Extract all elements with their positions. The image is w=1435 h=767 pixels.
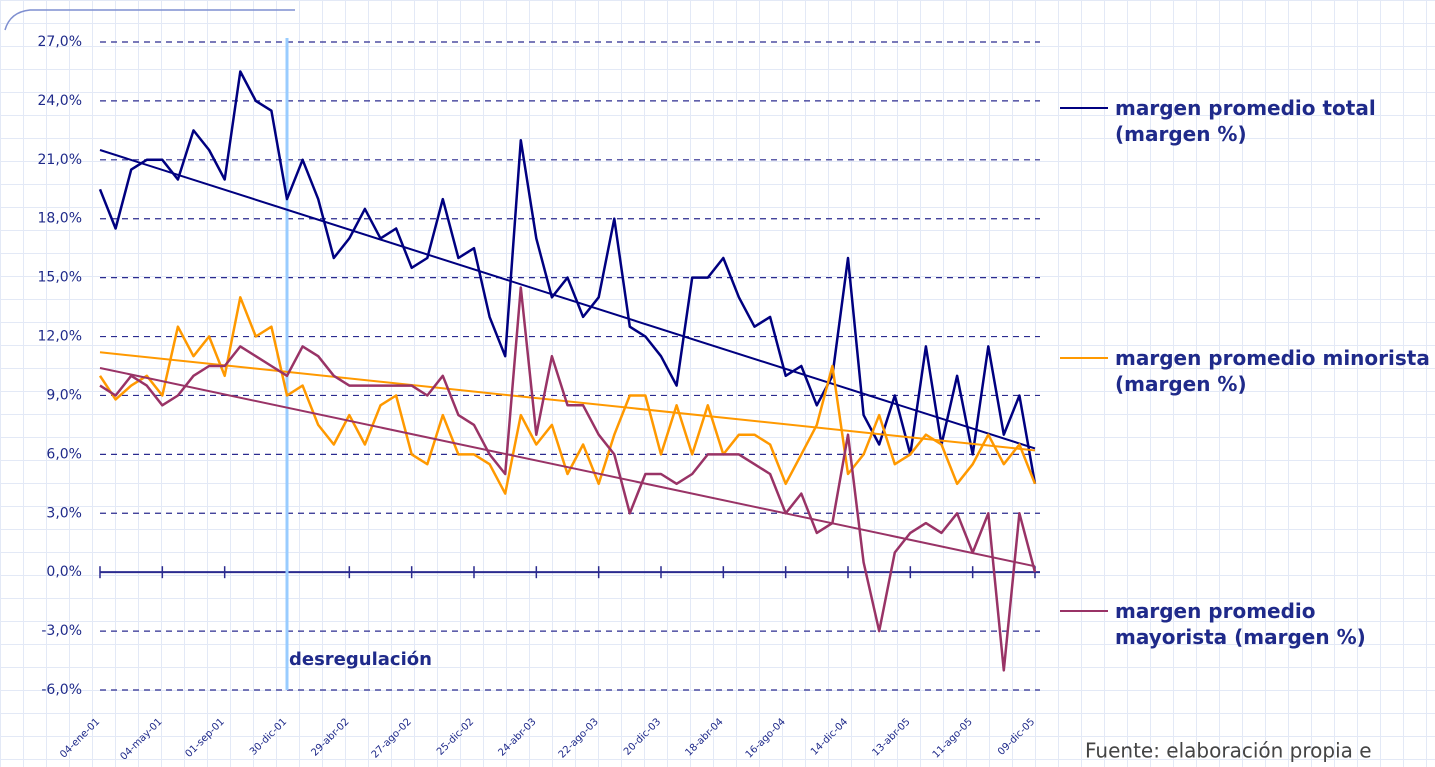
x-tick-label: 25-dic-02 bbox=[435, 716, 476, 757]
series-line bbox=[98, 296, 1037, 495]
y-tick-label: 6,0% bbox=[46, 446, 82, 462]
y-tick-label: 9,0% bbox=[46, 387, 82, 403]
y-tick-label: 0,0% bbox=[46, 564, 82, 580]
annotation-label: desregulación bbox=[289, 649, 432, 670]
y-tick-label: 15,0% bbox=[38, 270, 82, 286]
x-tick-label: 27-ago-02 bbox=[370, 716, 414, 760]
x-tick-label: 30-dic-01 bbox=[248, 716, 289, 757]
x-tick-label: 18-abr-04 bbox=[683, 716, 725, 758]
y-tick-label: 18,0% bbox=[38, 211, 82, 227]
trend-line bbox=[99, 366, 1036, 568]
y-tick-label: 3,0% bbox=[46, 505, 82, 521]
x-tick-label: 09-dic-05 bbox=[996, 716, 1037, 757]
x-tick-label: 13-abr-05 bbox=[870, 716, 912, 758]
x-tick-label: 04-ene-01 bbox=[58, 716, 102, 760]
x-tick-label: 22-ago-03 bbox=[557, 716, 601, 760]
trend-line bbox=[99, 149, 1036, 450]
x-tick-label: 14-dic-04 bbox=[809, 716, 850, 757]
y-tick-label: 12,0% bbox=[38, 329, 82, 345]
x-tick-label: 16-ago-04 bbox=[744, 716, 788, 760]
source-note: Fuente: elaboración propia e bbox=[1085, 739, 1372, 763]
x-tick-label: 24-abr-03 bbox=[496, 716, 538, 758]
y-tick-label: 27,0% bbox=[38, 34, 82, 50]
legend-entry: margen promedio total (margen %) bbox=[1115, 96, 1376, 146]
y-tick-label: 24,0% bbox=[38, 93, 82, 109]
legend-entry: margen promedio minorista (margen %) bbox=[1115, 346, 1430, 396]
x-tick-label: 04-may-01 bbox=[118, 716, 164, 762]
x-tick-label: 29-abr-02 bbox=[309, 716, 351, 758]
x-tick-label: 11-ago-05 bbox=[931, 716, 975, 760]
x-tick-label: 20-dic-03 bbox=[622, 716, 663, 757]
y-tick-label: 21,0% bbox=[38, 152, 82, 168]
series-line bbox=[99, 286, 1037, 672]
y-tick-label: -6,0% bbox=[41, 682, 82, 698]
y-tick-label: -3,0% bbox=[41, 623, 82, 639]
series-line bbox=[98, 70, 1037, 485]
decoration bbox=[4, 9, 295, 31]
legend-entry: margen promedio mayorista (margen %) bbox=[1115, 599, 1366, 649]
x-tick-label: 01-sep-01 bbox=[183, 716, 226, 759]
